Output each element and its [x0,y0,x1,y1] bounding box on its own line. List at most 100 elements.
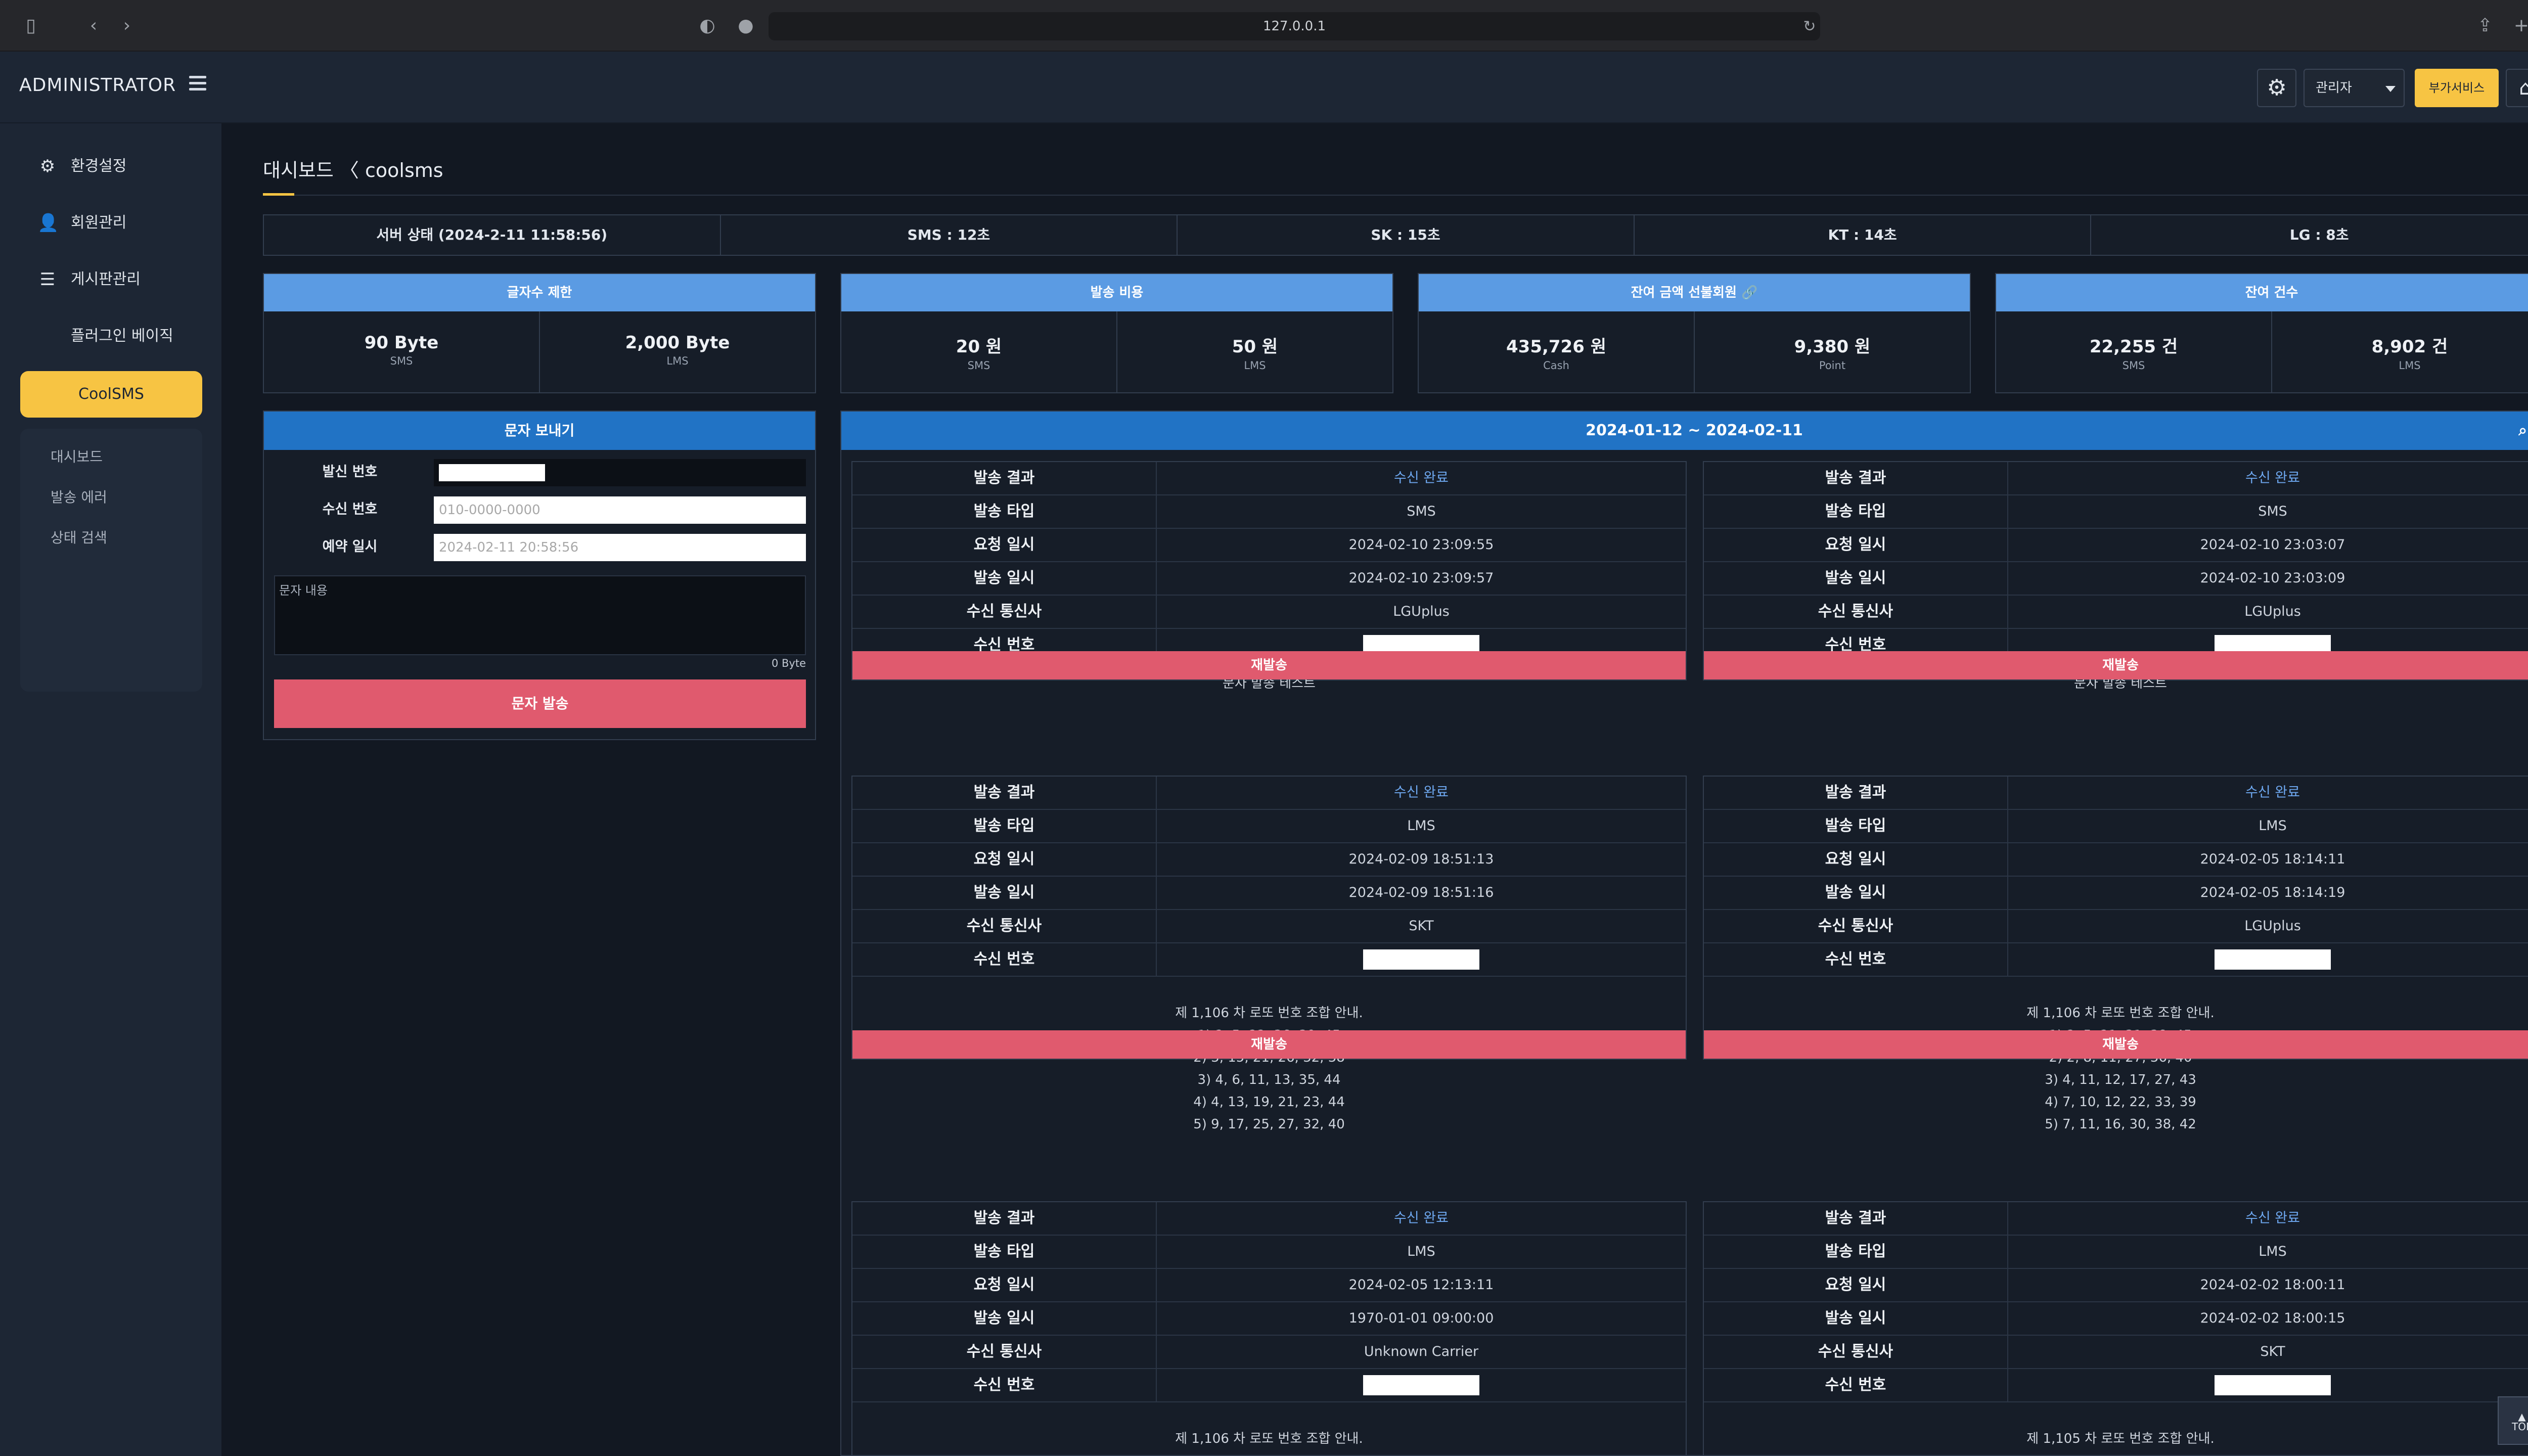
resend-button[interactable]: 재발송 [852,1030,1686,1059]
address-bar[interactable]: 127.0.0.1 [769,12,1820,40]
gear-icon: ⚙ [39,156,56,176]
server-status-bar: 서버 상태 (2024-2-11 11:58:56) SMS : 12초 SK … [263,214,2528,256]
send-sms-button[interactable]: 문자 발송 [274,679,806,728]
sidebar-sub-dashboard[interactable]: 대시보드 [51,448,103,465]
record-field-label: 발송 일시 [1704,562,2008,595]
record-result[interactable]: 수신 완료 [1394,785,1449,800]
record-requested: 2024-02-02 18:00:11 [2200,1277,2345,1293]
card-value: 90 Byte [364,333,439,353]
sidebar-sub-errors[interactable]: 발송 에러 [51,489,107,506]
record-field-label: 발송 타입 [852,810,1157,842]
record-field-label: 발송 타입 [852,495,1157,528]
share-icon[interactable]: ⇪ [2477,15,2493,36]
record-result[interactable]: 수신 완료 [2245,1210,2300,1226]
byte-counter: 0 Byte [771,657,806,669]
sidebar-item-plugin-basic[interactable]: 플러그인 베이직 [20,318,202,354]
send-cost-card: 발송 비용 20 원 SMS 50 원 LMS [840,273,1393,393]
sidebar-item-members[interactable]: 👤 회원관리 [20,205,202,241]
back-icon[interactable]: ‹ [89,15,98,36]
message-line: 제 1,106 차 로또 번호 조합 안내. [1175,1006,1363,1021]
record-message: 제 1,106 차 로또 번호 조합 안내.1) 2, 5, 22, 36, 3… [852,977,1686,1132]
message-line: 3) 4, 6, 11, 13, 35, 44 [1197,1072,1341,1087]
sidebar-item-label: 회원관리 [71,214,127,232]
new-tab-icon[interactable]: + [2513,15,2528,36]
search-icon[interactable]: ⌕ [2518,422,2527,439]
record-type: LMS [1407,1244,1435,1259]
site-icon[interactable]: ● [738,15,754,36]
send-record: 발송 결과 수신 완료 발송 타입 LMS 요청 일시 2024-02-02 18:00:… [1703,1201,2528,1455]
sidebar-item-label: 게시판관리 [71,270,141,288]
card-caption: SMS [390,355,413,367]
scroll-top-button[interactable]: ▲ TOP [2498,1396,2528,1445]
record-field-label: 수신 번호 [852,943,1157,976]
resend-button[interactable]: 재발송 [1704,651,2528,679]
record-type: SMS [2258,504,2287,519]
record-field-label: 발송 타입 [1704,1236,2008,1268]
card-value: 8,902 건 [2371,337,2448,357]
sidebar-item-label: 플러그인 베이직 [71,327,173,345]
record-result[interactable]: 수신 완료 [2245,785,2300,800]
message-textarea[interactable]: 문자 내용 [274,575,806,655]
settings-gear-button[interactable]: ⚙ [2257,69,2296,107]
list-icon: ☰ [39,269,56,290]
record-field-label: 발송 결과 [852,462,1157,494]
record-carrier: SKT [1409,918,1434,934]
card-value: 9,380 원 [1794,337,1871,357]
record-message: 제 1,106 차 로또 번호 조합 안내.1) 2, 5, 21, 31, 3… [1704,977,2528,1132]
send-history-panel: 2024-01-12 ~ 2024-02-11 ⌕ 발송 결과 수신 완료 발송 타… [840,411,2528,1456]
record-type: LMS [1407,818,1435,834]
record-field-label: 발송 결과 [1704,1202,2008,1235]
sidebar: ⚙ 환경설정 👤 회원관리 ☰ 게시판관리 플러그인 베이직 [0,123,221,1456]
send-record: 발송 결과 수신 완료 발송 타입 LMS 요청 일시 2024-02-05 12:13:… [851,1201,1687,1455]
card-caption: LMS [666,355,689,367]
record-field-label: 수신 번호 [1704,629,2008,661]
record-sent: 2024-02-10 23:09:57 [1348,570,1494,586]
card-title: 발송 비용 [841,274,1392,311]
message-line: 4) 4, 13, 19, 21, 23, 44 [1193,1095,1345,1110]
record-sent: 2024-02-05 18:14:19 [2200,885,2345,900]
card-title: 잔여 건수 [1996,274,2528,311]
date-range-header[interactable]: 2024-01-12 ~ 2024-02-11 ⌕ [841,412,2528,450]
record-number [1157,1369,1686,1401]
resend-button[interactable]: 재발송 [1704,1030,2528,1059]
card-title[interactable]: 잔여 금액 선불회원 🔗 [1419,274,1970,311]
to-number-field[interactable]: 010-0000-0000 [434,496,806,524]
resend-button[interactable]: 재발송 [852,651,1686,679]
record-field-label: 수신 통신사 [852,910,1157,942]
brand-title: ADMINISTRATOR [19,75,176,96]
record-message: 제 1,106 차 로또 번호 조합 안내. [852,1402,1686,1447]
sidebar-toggle-icon[interactable]: ▯ [26,15,36,36]
card-caption: LMS [2399,359,2421,372]
remaining-count-card: 잔여 건수 22,255 건 SMS 8,902 건 LMS [1995,273,2528,393]
forward-icon[interactable]: › [123,15,131,36]
card-caption: Point [1819,359,1846,372]
card-value: 22,255 건 [2089,337,2178,357]
record-result[interactable]: 수신 완료 [1394,1210,1449,1226]
breadcrumb: 대시보드 〈 coolsms [263,159,443,181]
from-number-field[interactable] [434,459,806,486]
sidebar-item-boards[interactable]: ☰ 게시판관리 [20,262,202,297]
browser-toolbar: ▯ ‹ › ◐ ● 127.0.0.1 ↻ ⇪ + ⧉ [0,0,2528,52]
role-select[interactable]: 관리자 [2304,69,2405,107]
card-caption: SMS [967,359,990,372]
send-record: 발송 결과 수신 완료 발송 타입 SMS 요청 일시 2024-02-10 23:09:… [851,461,1687,691]
message-line: 5) 7, 11, 16, 30, 38, 42 [2045,1117,2196,1132]
sidebar-item-coolsms[interactable]: CoolSMS [20,371,202,418]
record-message: 제 1,105 차 로또 번호 조합 안내. [1704,1402,2528,1447]
reload-icon[interactable]: ↻ [1803,18,1816,35]
record-result[interactable]: 수신 완료 [1394,470,1449,486]
server-status: 서버 상태 (2024-2-11 11:58:56) [264,215,721,255]
record-field-label: 발송 결과 [852,1202,1157,1235]
schedule-field[interactable]: 2024-02-11 20:58:56 [434,534,806,561]
home-button[interactable]: ⌂ [2506,69,2528,107]
sidebar-item-label: 환경설정 [71,157,127,175]
addon-service-button[interactable]: 부가서비스 [2415,69,2499,107]
sidebar-item-settings[interactable]: ⚙ 환경설정 [20,149,202,184]
menu-toggle-icon[interactable] [189,76,206,91]
record-result[interactable]: 수신 완료 [2245,470,2300,486]
message-line: 제 1,106 차 로또 번호 조합 안내. [1175,1431,1363,1446]
sidebar-sub-status-search[interactable]: 상태 검색 [51,529,107,546]
shield-icon[interactable]: ◐ [699,15,715,36]
send-sms-panel: 문자 보내기 발신 번호 수신 번호 010-0000-0000 예약 일시 2… [263,411,816,740]
record-type: LMS [2259,818,2287,834]
